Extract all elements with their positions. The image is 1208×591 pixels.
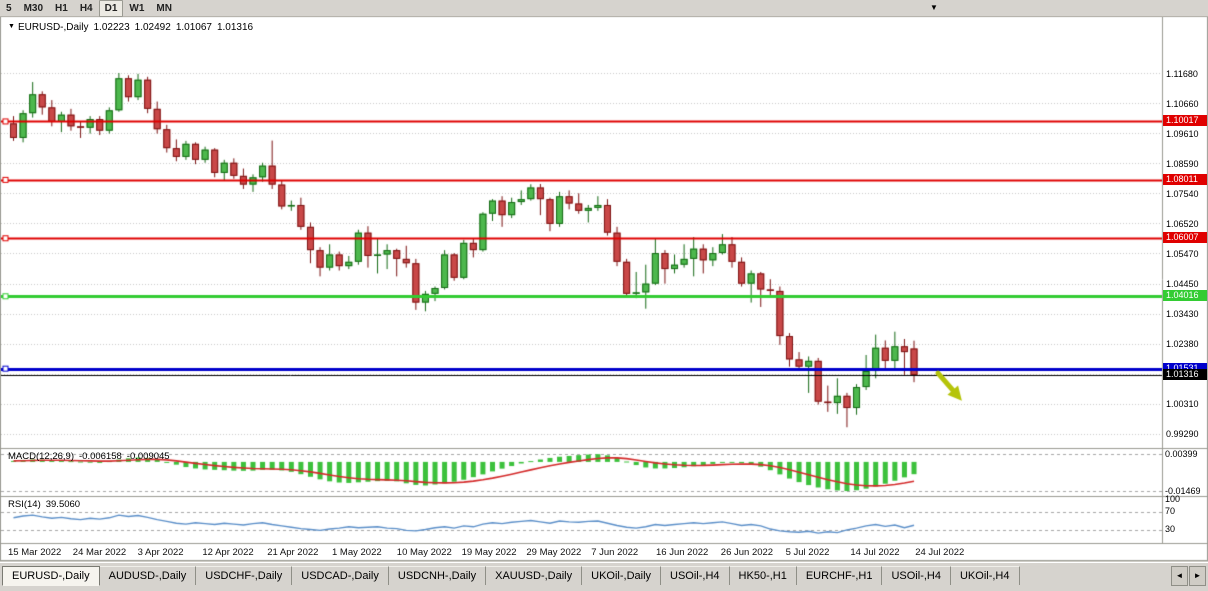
- rsi-axis-label: 70: [1165, 506, 1176, 516]
- price-line-tag: 1.10017: [1163, 115, 1207, 127]
- tab-usdchf-daily[interactable]: USDCHF-,Daily: [196, 566, 293, 585]
- ohlc-close: 1.01316: [216, 22, 254, 33]
- macd-axis-label: -0.01469: [1165, 486, 1201, 496]
- date-label: 24 Mar 2022: [72, 547, 127, 558]
- symbol-marker-icon: ▼: [8, 23, 15, 30]
- period-button-w1[interactable]: W1: [129, 3, 145, 14]
- price-axis-tick: 1.05470: [1166, 248, 1199, 259]
- period-button-m30[interactable]: M30: [23, 3, 44, 14]
- tab-usoil-h4[interactable]: USOil-,H4: [882, 566, 951, 585]
- price-axis-tick: 1.08590: [1166, 158, 1199, 169]
- price-axis-tick: 1.02380: [1166, 339, 1199, 350]
- date-label: 26 Jun 2022: [720, 547, 774, 558]
- symbol-tabs: EURUSD-,Daily AUDUSD-,Daily USDCHF-,Daily U…: [2, 566, 1020, 586]
- price-axis-tick: 1.00310: [1166, 399, 1199, 410]
- period-button-mn[interactable]: MN: [156, 3, 172, 14]
- date-label: 5 Jul 2022: [785, 547, 830, 558]
- date-label: 10 May 2022: [396, 547, 452, 558]
- symbol-tab-bar: EURUSD-,Daily AUDUSD-,Daily USDCHF-,Daily U…: [0, 562, 1208, 591]
- price-axis-tick: 0.99290: [1166, 429, 1199, 440]
- date-label: 29 May 2022: [526, 547, 582, 558]
- tab-ukoil-daily[interactable]: UKOil-,Daily: [582, 566, 662, 585]
- timeframe-buttons: 5 M30 H1 H4 D1 W1 MN: [0, 0, 178, 17]
- macd-signal-value: -0.009045: [126, 451, 170, 462]
- tab-ukoil-h4[interactable]: UKOil-,H4: [950, 566, 1020, 585]
- macd-main-value: -0.006158: [79, 451, 122, 462]
- current-price-tag: 1.01316: [1163, 368, 1207, 380]
- price-axis-tick: 1.09610: [1166, 128, 1199, 139]
- tab-usoil-h4[interactable]: USOil-,H4: [661, 566, 730, 585]
- tab-xauusd-daily[interactable]: XAUUSD-,Daily: [486, 566, 583, 585]
- tab-eurusd-daily[interactable]: EURUSD-,Daily: [2, 566, 100, 586]
- price-axis-tick: 1.11680: [1166, 68, 1198, 79]
- tab-usdcad-daily[interactable]: USDCAD-,Daily: [292, 566, 389, 585]
- price-line-tag: 1.01531: [1163, 362, 1207, 374]
- tab-scroll-left-button[interactable]: ◄: [1171, 566, 1188, 586]
- price-axis-tick: 1.06520: [1166, 218, 1199, 229]
- period-button-d1[interactable]: D1: [98, 0, 124, 17]
- date-label: 12 Apr 2022: [202, 547, 254, 558]
- arrow-right-icon: ►: [1193, 571, 1202, 580]
- date-label: 7 Jun 2022: [591, 547, 639, 558]
- tab-audusd-daily[interactable]: AUDUSD-,Daily: [99, 566, 197, 585]
- tab-scroll-right-button[interactable]: ►: [1189, 566, 1206, 586]
- ohlc-open: 1.02223: [93, 22, 130, 33]
- rsi-axis-label: 100: [1165, 494, 1181, 504]
- period-button-h4[interactable]: H4: [79, 3, 93, 14]
- ohlc-low: 1.01067: [175, 22, 212, 33]
- rsi-value: 39.5060: [45, 499, 81, 510]
- tab-scroll-buttons: ◄ ►: [1170, 566, 1206, 586]
- price-line-tag: 1.08011: [1163, 173, 1207, 185]
- date-label: 21 Apr 2022: [267, 547, 319, 558]
- price-axis-tick: 1.07540: [1166, 188, 1199, 199]
- rsi-name: RSI(14): [8, 499, 41, 510]
- tab-hk50-h1[interactable]: HK50-,H1: [729, 566, 797, 585]
- timeframe-toolbar: 5 M30 H1 H4 D1 W1 MN ▼: [0, 0, 1208, 17]
- macd-axis-label: 0.00399: [1165, 449, 1198, 459]
- date-label: 24 Jul 2022: [915, 547, 965, 558]
- period-button-h1[interactable]: H1: [55, 3, 68, 14]
- date-label: 15 Mar 2022: [8, 547, 62, 558]
- chevron-down-icon[interactable]: ▼: [930, 3, 938, 12]
- chart-title: ▼ EURUSD-,Daily 1.02223 1.02492 1.01067 1.013…: [8, 22, 258, 33]
- rsi-axis-label: 30: [1165, 524, 1176, 534]
- price-axis-tick: 1.10660: [1166, 98, 1199, 109]
- period-button-5[interactable]: 5: [6, 3, 12, 14]
- date-label: 19 May 2022: [461, 547, 517, 558]
- date-label: 14 Jul 2022: [850, 547, 900, 558]
- ohlc-high: 1.02492: [134, 22, 171, 33]
- date-label: 1 May 2022: [332, 547, 382, 558]
- rsi-indicator-label: RSI(14) 39.5060: [8, 499, 85, 510]
- price-line-tag: 1.06007: [1163, 232, 1207, 244]
- symbol-label: EURUSD-,Daily: [17, 22, 89, 33]
- price-axis-tick: 1.03430: [1166, 309, 1199, 320]
- tab-eurchf-h1[interactable]: EURCHF-,H1: [796, 566, 883, 585]
- price-line-tag: 1.04016: [1163, 290, 1207, 302]
- tab-usdcnh-daily[interactable]: USDCNH-,Daily: [388, 566, 487, 585]
- macd-name: MACD(12,26,9): [8, 451, 74, 462]
- macd-indicator-label: MACD(12,26,9) -0.006158 -0.009045: [8, 451, 175, 462]
- arrow-left-icon: ◄: [1175, 571, 1184, 580]
- date-label: 16 Jun 2022: [656, 547, 709, 558]
- date-label: 3 Apr 2022: [137, 547, 184, 558]
- price-axis-tick: 1.04450: [1166, 279, 1199, 290]
